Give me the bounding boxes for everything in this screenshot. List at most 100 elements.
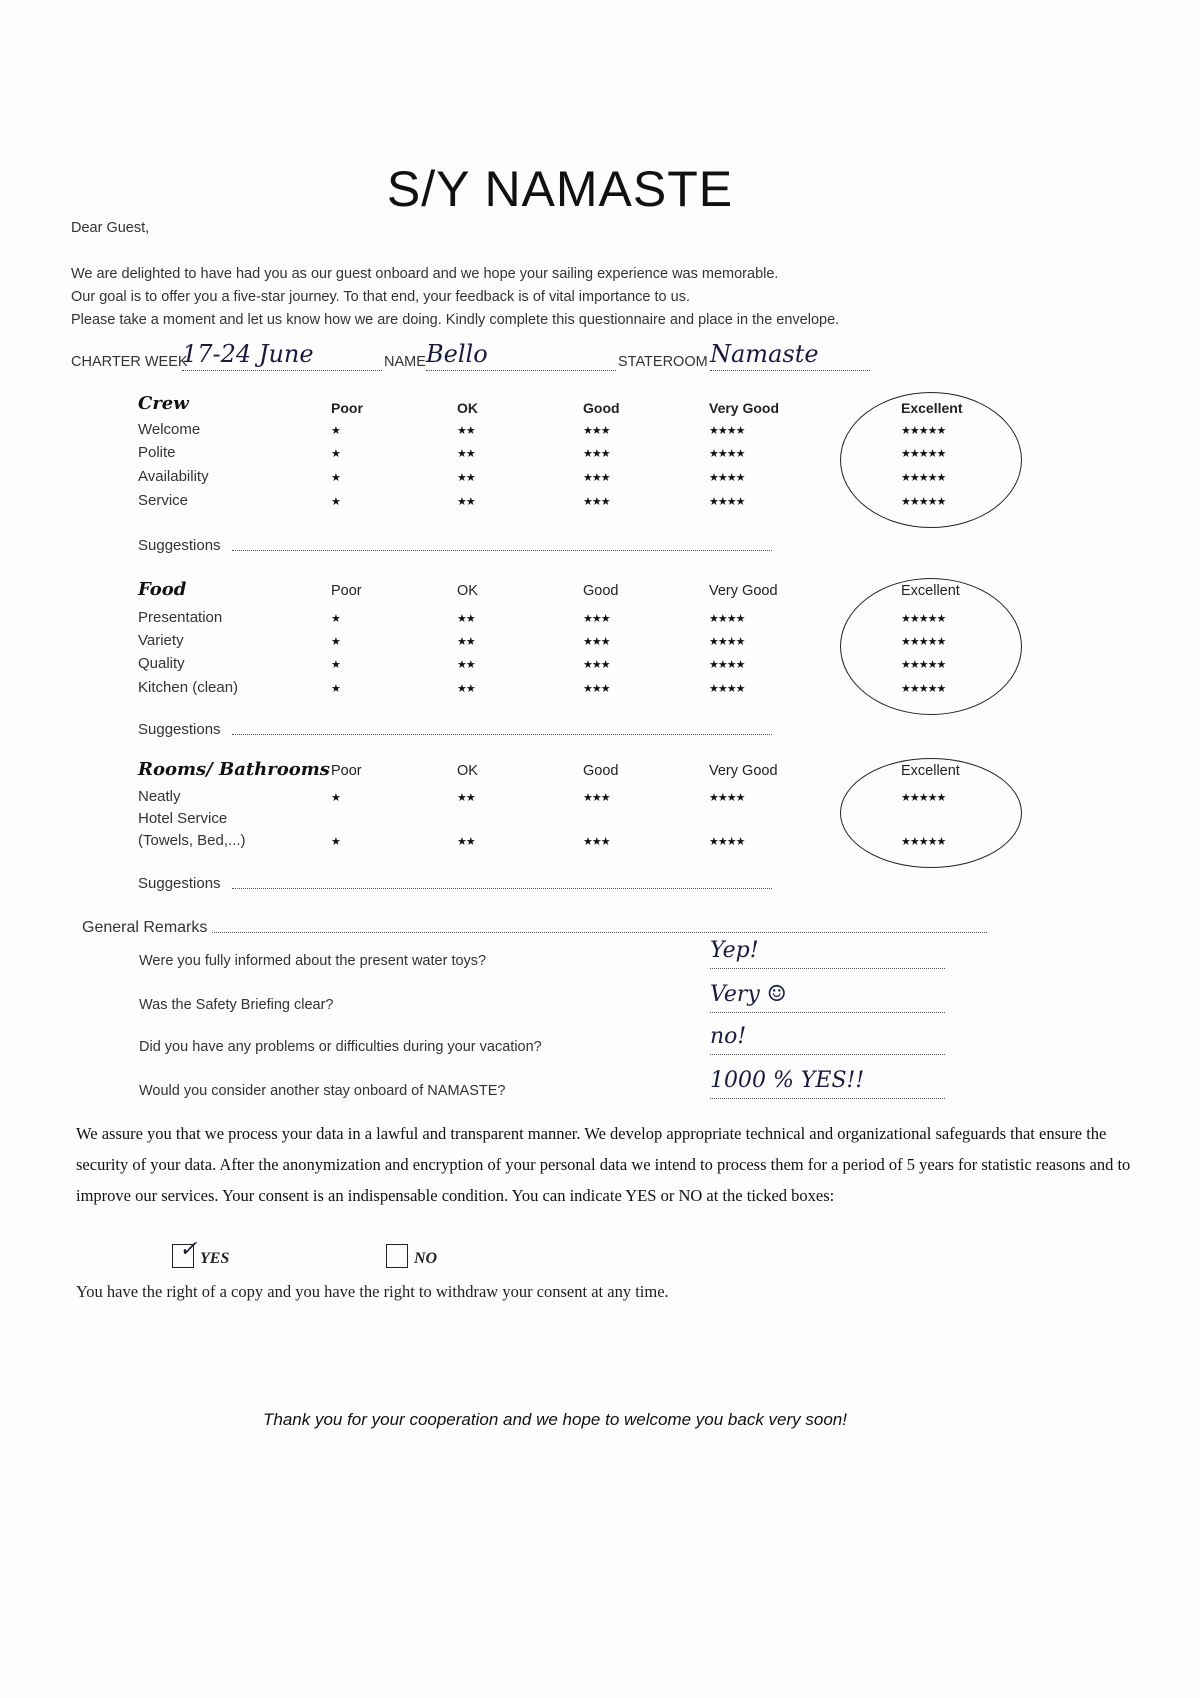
rating-stars-option[interactable]: ★★★★ <box>709 659 745 671</box>
rating-stars-option[interactable]: ★★★ <box>583 792 611 804</box>
name-label: NAME <box>384 354 426 370</box>
rating-stars-option[interactable]: ★ <box>331 496 341 508</box>
checkmark-icon: ✓ <box>179 1237 198 1262</box>
rating-stars-option[interactable]: ★★ <box>457 425 476 437</box>
question-text: Did you have any problems or difficultie… <box>139 1039 542 1055</box>
question-text: Would you consider another stay onboard … <box>139 1083 506 1099</box>
stateroom-field[interactable]: Namaste <box>710 340 870 371</box>
rating-stars-option[interactable]: ★★★★ <box>709 613 745 625</box>
rating-item-label: Presentation <box>138 609 223 626</box>
rating-stars-option[interactable]: ★★ <box>457 836 476 848</box>
rating-column-header: Very Good <box>709 400 780 416</box>
suggestions-field[interactable] <box>232 734 772 735</box>
stateroom-label: STATEROOM <box>618 354 708 370</box>
yes-label: YES <box>200 1250 230 1267</box>
rating-stars-option[interactable]: ★★★★ <box>709 472 745 484</box>
rating-stars-option[interactable]: ★★★ <box>583 683 611 695</box>
rating-stars-option[interactable]: ★ <box>331 425 341 437</box>
general-remarks-label: General Remarks <box>82 919 208 936</box>
no-label: NO <box>414 1250 438 1267</box>
rating-column-header: Good <box>583 763 619 779</box>
rating-column-header: OK <box>457 400 478 416</box>
name-field[interactable]: Bello <box>426 340 616 371</box>
rating-stars-option[interactable]: ★★ <box>457 496 476 508</box>
page-title: S/Y NAMASTE <box>386 161 734 217</box>
rating-item-label: Hotel Service <box>138 810 228 827</box>
answer-field[interactable]: 1000 % YES!! <box>710 1068 945 1099</box>
rating-column-header: OK <box>457 583 478 599</box>
rating-stars-option[interactable]: ★ <box>331 636 341 648</box>
rating-column-header: Good <box>583 400 620 416</box>
suggestions-label: Suggestions <box>138 537 221 554</box>
rating-stars-option[interactable]: ★★ <box>457 683 476 695</box>
rating-stars-option[interactable]: ★★ <box>457 472 476 484</box>
rating-stars-option[interactable]: ★★★ <box>583 496 611 508</box>
rating-stars-option[interactable]: ★★★★ <box>709 683 745 695</box>
rating-stars-option[interactable]: ★★ <box>457 613 476 625</box>
rating-stars-option[interactable]: ★★★★ <box>709 836 745 848</box>
suggestions-field[interactable] <box>232 550 772 551</box>
rating-column-header: Poor <box>331 583 362 599</box>
rating-stars-option[interactable]: ★ <box>331 472 341 484</box>
charter-week-field[interactable]: 17-24 June <box>182 340 382 371</box>
suggestions-label: Suggestions <box>138 721 221 738</box>
answer-field[interactable]: no! <box>710 1024 945 1055</box>
intro-line: Our goal is to offer you a five-star jou… <box>71 289 690 305</box>
rating-stars-option[interactable]: ★★★ <box>583 448 611 460</box>
rating-stars-option[interactable]: ★★★★ <box>709 496 745 508</box>
rating-item-label: Neatly <box>138 788 181 805</box>
charter-week-label: CHARTER WEEK <box>71 354 188 370</box>
rating-stars-option[interactable]: ★★★ <box>583 636 611 648</box>
rating-item-label: Quality <box>138 655 185 672</box>
rating-column-header: Poor <box>331 763 362 779</box>
answer-field[interactable]: Very ☺ <box>710 982 945 1013</box>
rating-stars-option[interactable]: ★★★ <box>583 659 611 671</box>
consent-text: We assure you that we process your data … <box>76 1124 1131 1205</box>
rating-column-header: OK <box>457 763 478 779</box>
question-text: Were you fully informed about the presen… <box>139 953 487 969</box>
rating-stars-option[interactable]: ★★★ <box>583 613 611 625</box>
rating-stars-option[interactable]: ★★ <box>457 792 476 804</box>
rating-stars-option[interactable]: ★★ <box>457 448 476 460</box>
section-title: Crew <box>138 393 189 414</box>
rating-column-header: Very Good <box>709 763 778 779</box>
rating-column-header: Very Good <box>709 583 778 599</box>
rating-column-header: Poor <box>331 400 363 416</box>
section-title: Rooms/ Bathrooms <box>138 759 330 780</box>
rating-stars-option[interactable]: ★ <box>331 683 341 695</box>
rating-stars-option[interactable]: ★★★★ <box>709 448 745 460</box>
rating-column-header: Good <box>583 583 619 599</box>
suggestions-label: Suggestions <box>138 875 221 892</box>
rating-stars-option[interactable]: ★ <box>331 613 341 625</box>
rights-text: You have the right of a copy and you hav… <box>76 1282 669 1301</box>
rating-stars-option[interactable]: ★ <box>331 792 341 804</box>
rating-item-label: Polite <box>138 444 176 461</box>
rating-stars-option[interactable]: ★★★ <box>583 836 611 848</box>
rating-stars-option[interactable]: ★★★ <box>583 425 611 437</box>
rating-item-label: Kitchen (clean) <box>138 679 239 696</box>
question-text: Was the Safety Briefing clear? <box>139 997 334 1013</box>
answer-field[interactable]: Yep! <box>710 938 945 969</box>
thank-you-text: Thank you for your cooperation and we ho… <box>262 1410 847 1429</box>
rating-stars-option[interactable]: ★ <box>331 448 341 460</box>
yes-checkbox[interactable]: ✓ <box>172 1237 197 1268</box>
no-checkbox[interactable] <box>386 1244 408 1268</box>
rating-item-label: Welcome <box>138 421 201 438</box>
intro-line: We are delighted to have had you as our … <box>71 266 779 282</box>
rating-stars-option[interactable]: ★★★ <box>583 472 611 484</box>
rating-stars-option[interactable]: ★★ <box>457 659 476 671</box>
greeting: Dear Guest, <box>71 220 150 236</box>
selected-rating-circle <box>840 392 1022 528</box>
rating-item-label: Availability <box>138 468 209 485</box>
rating-stars-option[interactable]: ★★★★ <box>709 636 745 648</box>
rating-stars-option[interactable]: ★ <box>331 659 341 671</box>
rating-stars-option[interactable]: ★ <box>331 836 341 848</box>
rating-stars-option[interactable]: ★★★★ <box>709 425 745 437</box>
general-remarks-field[interactable] <box>212 932 987 933</box>
rating-item-label: (Towels, Bed,...) <box>138 832 246 849</box>
section-title: Food <box>138 579 187 600</box>
suggestions-field[interactable] <box>232 888 772 889</box>
rating-stars-option[interactable]: ★★ <box>457 636 476 648</box>
rating-stars-option[interactable]: ★★★★ <box>709 792 745 804</box>
